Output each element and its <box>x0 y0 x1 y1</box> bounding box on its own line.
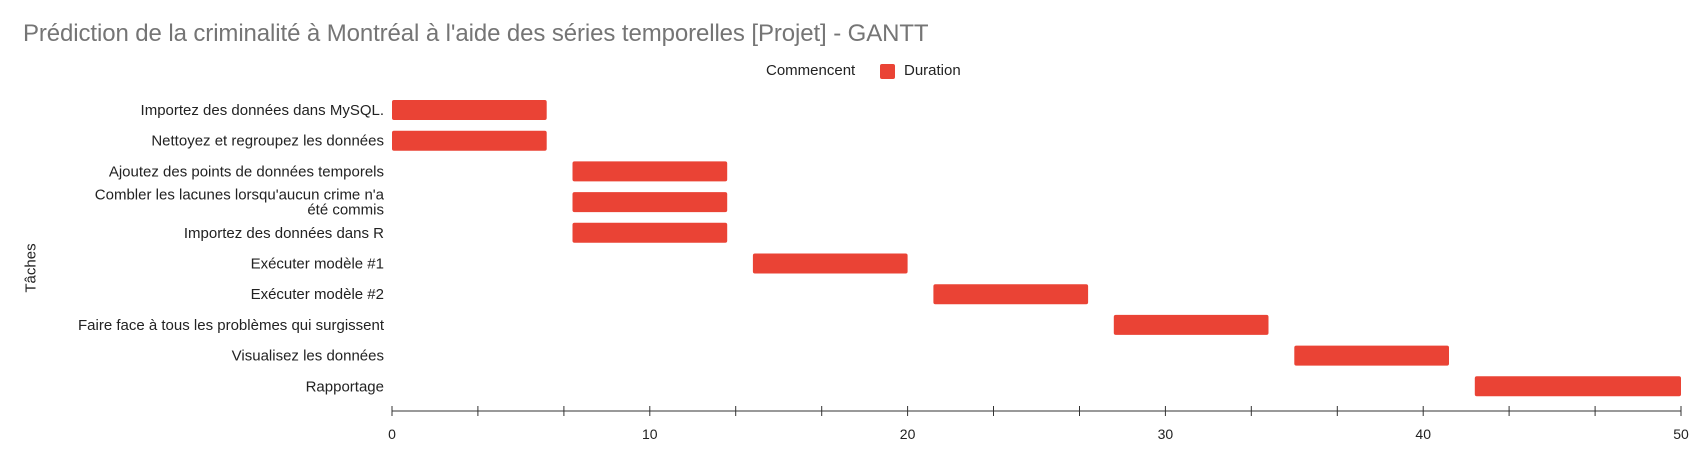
legend-entry-commencent: Commencent <box>766 62 856 79</box>
task-label: Ajoutez des points de données temporels <box>109 163 384 180</box>
task-label: Faire face à tous les problèmes qui surg… <box>78 317 385 334</box>
task-label: Importez des données dans R <box>184 225 384 242</box>
task-label: Exécuter modèle #1 <box>251 256 384 273</box>
task-label: Combler les lacunes lorsqu'aucun crime n… <box>95 187 385 219</box>
gantt-bar <box>933 284 1089 305</box>
gantt-bar <box>1294 345 1449 366</box>
x-tick-label: 20 <box>900 426 916 442</box>
chart-title: Prédiction de la criminalité à Montréal … <box>23 20 929 47</box>
gantt-bar <box>572 161 728 182</box>
gantt-bar <box>572 222 728 243</box>
legend-entry-duration: Duration <box>904 62 961 79</box>
x-tick-label: 30 <box>1158 426 1174 442</box>
task-label: Nettoyez et regroupez les données <box>151 133 384 150</box>
x-tick-label: 40 <box>1415 426 1431 442</box>
gantt-bar <box>1113 314 1269 335</box>
x-tick-label: 10 <box>642 426 658 442</box>
task-label: Visualisez les données <box>232 348 384 365</box>
x-tick-label: 50 <box>1673 426 1689 442</box>
gantt-bar <box>572 192 728 213</box>
gantt-bar <box>752 253 908 274</box>
gantt-bar <box>392 100 547 120</box>
x-tick-label: 0 <box>388 426 396 442</box>
legend-swatch-duration <box>880 64 895 79</box>
task-label: Rapportage <box>306 378 384 395</box>
gantt-bar <box>1474 376 1681 397</box>
task-label: Importez des données dans MySQL. <box>141 102 384 119</box>
task-label: Exécuter modèle #2 <box>251 286 384 303</box>
gantt-bar <box>392 130 547 151</box>
